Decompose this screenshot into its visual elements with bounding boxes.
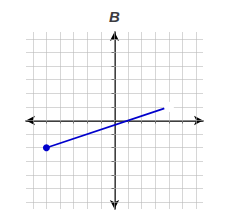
svg-text:B: B — [109, 8, 120, 25]
